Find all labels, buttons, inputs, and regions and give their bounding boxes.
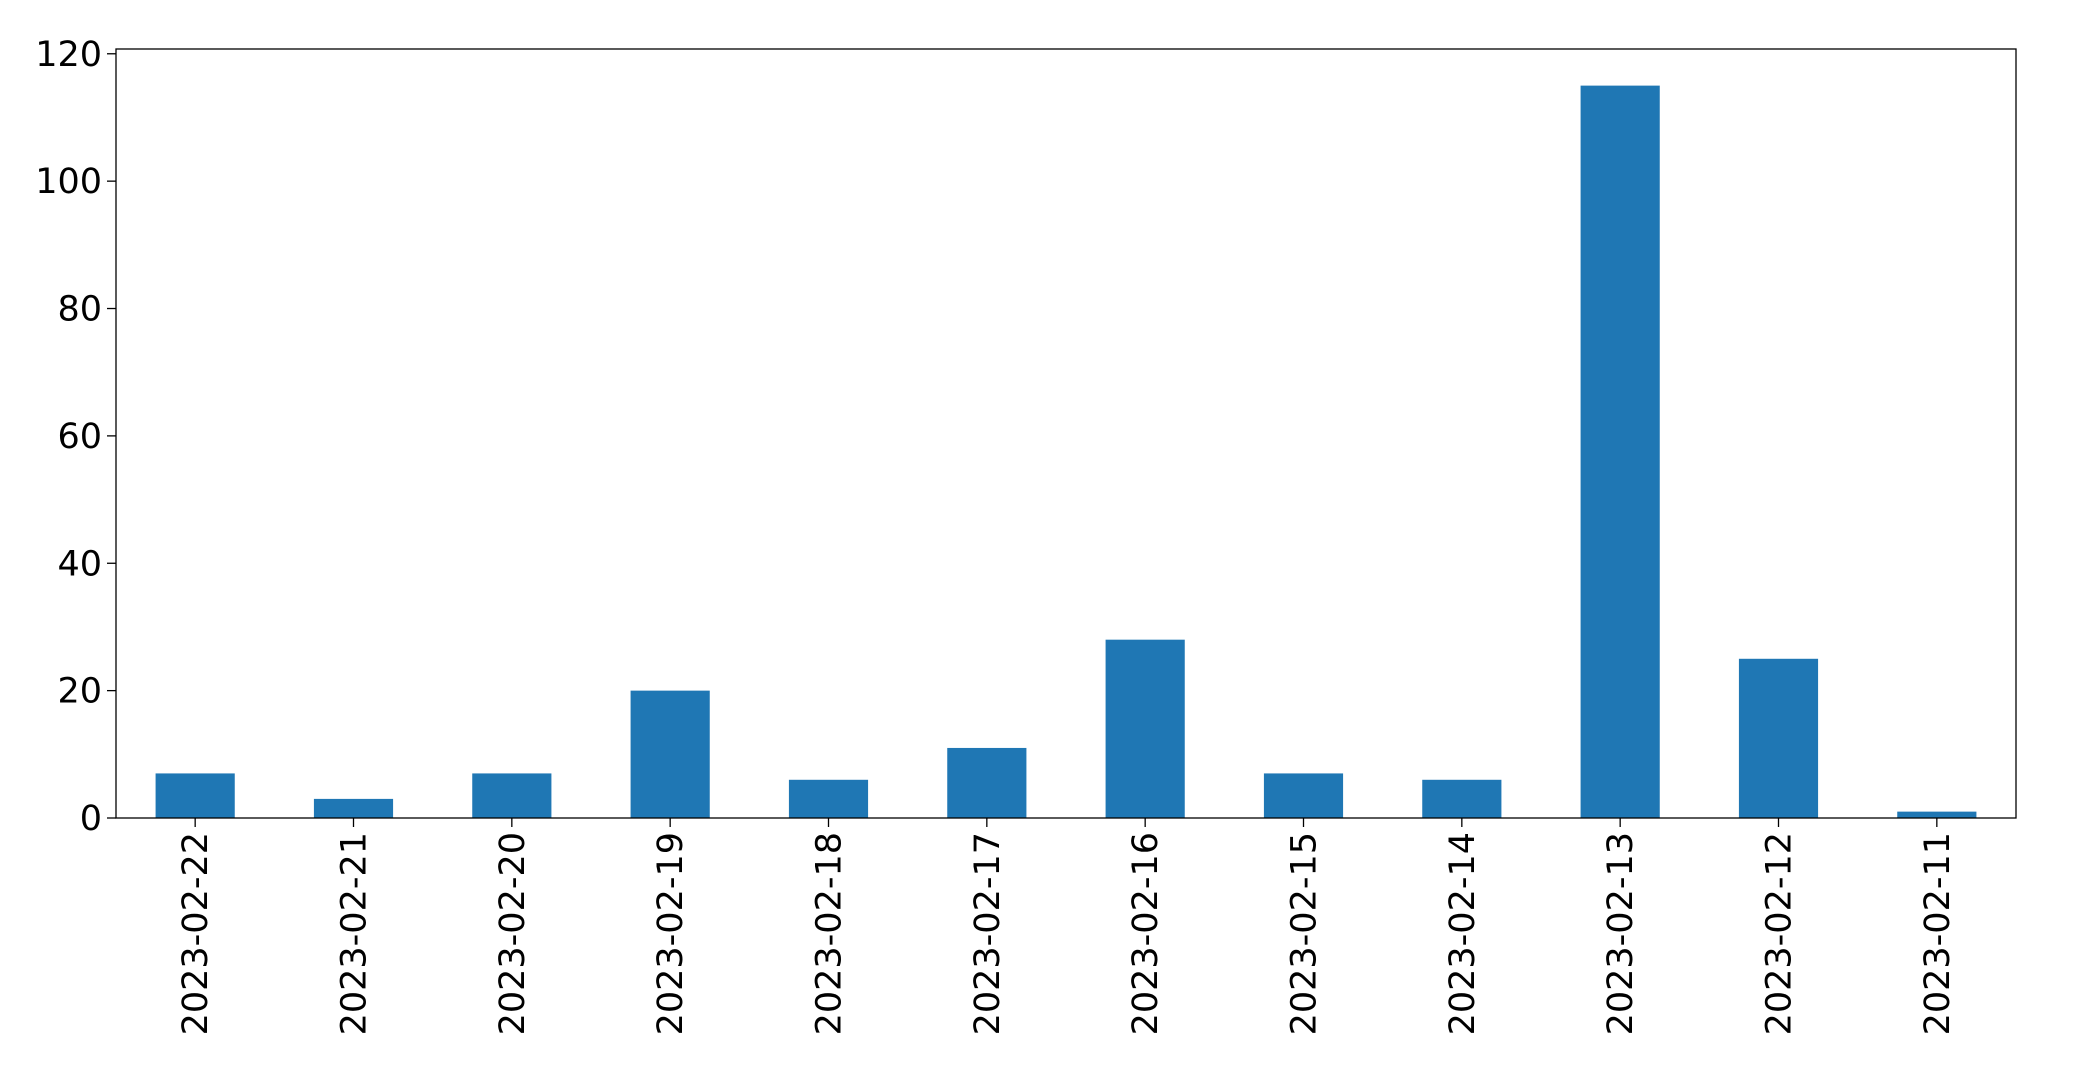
x-tick-label: 2023-02-22 [176,832,216,1035]
bar [788,779,869,818]
y-tick-label: 120 [35,35,102,75]
x-tick-label: 2023-02-20 [493,832,533,1035]
bar [1897,811,1977,818]
bar [1263,773,1344,818]
y-tick-label: 20 [57,672,102,712]
bar [155,773,235,818]
y-tick-label: 0 [80,799,102,839]
bar [313,798,394,818]
x-tick-label: 2023-02-17 [968,832,1008,1035]
x-tick-label: 2023-02-18 [810,832,850,1035]
x-tick-label: 2023-02-21 [335,832,375,1035]
y-tick-label: 80 [57,290,102,330]
bar [1422,779,1502,818]
bar [947,747,1027,818]
x-tick-label: 2023-02-11 [1918,832,1958,1035]
plot-frame [115,48,2017,819]
x-tick-label: 2023-02-14 [1443,832,1483,1035]
x-tick-label: 2023-02-19 [651,832,691,1035]
x-tick-label: 2023-02-16 [1126,832,1166,1035]
bar [1738,658,1819,818]
bar [1580,85,1660,819]
bar [630,690,710,818]
y-tick-label: 100 [35,162,102,202]
x-tick-label: 2023-02-12 [1760,832,1800,1035]
x-tick-label: 2023-02-13 [1601,832,1641,1035]
y-tick-label: 40 [57,544,102,584]
bar [472,773,552,818]
y-tick-label: 60 [57,417,102,457]
bar [1105,639,1185,818]
x-tick-label: 2023-02-15 [1285,832,1325,1035]
